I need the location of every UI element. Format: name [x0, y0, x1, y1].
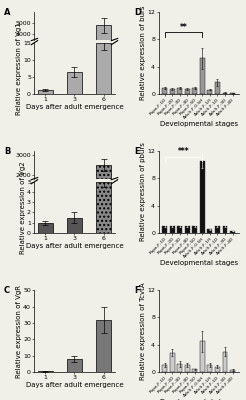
Bar: [162, 365, 167, 372]
Bar: [177, 226, 182, 233]
X-axis label: Developmental stages: Developmental stages: [159, 121, 238, 127]
Bar: [162, 226, 167, 233]
Bar: [170, 226, 175, 233]
Y-axis label: Relative expression of TcvtA: Relative expression of TcvtA: [140, 282, 146, 380]
Text: B: B: [4, 147, 10, 156]
Y-axis label: Relative expression of VgR: Relative expression of VgR: [16, 284, 22, 378]
Bar: [177, 88, 182, 94]
X-axis label: Developmental stages: Developmental stages: [159, 399, 238, 400]
Bar: [38, 371, 53, 372]
Text: ***: ***: [178, 147, 189, 156]
Bar: [223, 93, 228, 94]
Bar: [192, 88, 197, 94]
Bar: [192, 369, 197, 372]
Y-axis label: Relative expression of burs: Relative expression of burs: [140, 6, 146, 100]
Bar: [215, 226, 220, 233]
Y-axis label: Relative expression of Vg1: Relative expression of Vg1: [16, 22, 22, 115]
Bar: [185, 226, 190, 233]
Bar: [192, 226, 197, 233]
Bar: [177, 364, 182, 372]
Text: A: A: [4, 8, 11, 17]
Bar: [185, 89, 190, 94]
Text: C: C: [4, 286, 10, 295]
Y-axis label: Relative expression of Vg2: Relative expression of Vg2: [20, 161, 26, 254]
Bar: [230, 231, 235, 233]
X-axis label: Days after adult emergence: Days after adult emergence: [26, 382, 123, 388]
Text: D: D: [135, 8, 141, 17]
Bar: [170, 89, 175, 94]
Text: **: **: [180, 23, 187, 32]
Bar: [207, 90, 212, 94]
Bar: [215, 82, 220, 94]
Bar: [38, 223, 53, 233]
Bar: [170, 353, 175, 372]
X-axis label: Developmental stages: Developmental stages: [159, 260, 238, 266]
Bar: [67, 218, 82, 233]
Bar: [96, 25, 111, 78]
Bar: [223, 352, 228, 372]
Text: E: E: [135, 147, 140, 156]
Bar: [200, 161, 205, 233]
Bar: [200, 341, 205, 372]
Bar: [207, 365, 212, 372]
Bar: [96, 320, 111, 372]
Bar: [96, 182, 111, 233]
X-axis label: Days after adult emergence: Days after adult emergence: [26, 104, 123, 110]
Bar: [162, 88, 167, 94]
X-axis label: Days after adult emergence: Days after adult emergence: [26, 243, 123, 249]
Bar: [96, 165, 111, 214]
Bar: [223, 226, 228, 233]
Bar: [96, 43, 111, 94]
Bar: [200, 58, 205, 94]
Bar: [38, 90, 53, 94]
Bar: [67, 359, 82, 372]
Y-axis label: Relative expression of pburs: Relative expression of pburs: [140, 142, 146, 242]
Text: F: F: [135, 286, 140, 295]
Bar: [185, 365, 190, 372]
Bar: [67, 72, 82, 94]
Bar: [207, 230, 212, 233]
Bar: [230, 370, 235, 372]
Bar: [215, 366, 220, 372]
